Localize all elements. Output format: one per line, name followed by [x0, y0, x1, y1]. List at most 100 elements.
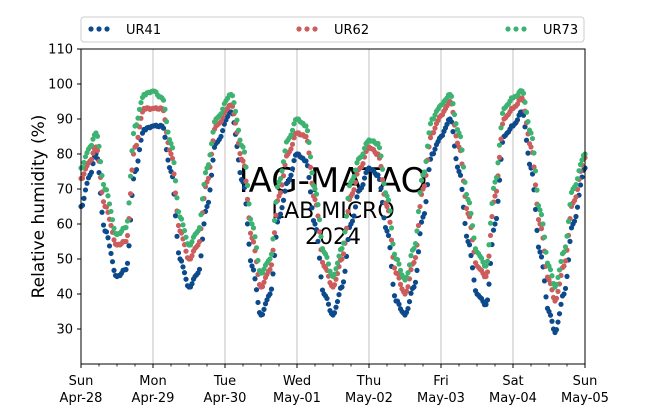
data-point [318, 233, 324, 240]
data-point [96, 143, 102, 149]
data-point [495, 160, 501, 166]
data-point [246, 241, 252, 247]
watermark-line-3: 2024 [305, 225, 361, 250]
data-point [255, 257, 261, 264]
data-point [244, 221, 251, 227]
data-point [376, 145, 383, 151]
data-point [288, 146, 294, 152]
x-tick-date-label: Apr-29 [132, 391, 175, 406]
data-point [123, 224, 129, 231]
data-point [535, 244, 542, 250]
data-point [556, 311, 563, 317]
y-axis: 30 40 50 60 70 80 90 100 110 [48, 43, 81, 338]
data-point [247, 258, 254, 264]
data-point [487, 232, 494, 239]
data-point [129, 148, 135, 154]
data-point [345, 236, 351, 243]
data-point [430, 151, 437, 157]
data-point [205, 199, 212, 205]
data-point [565, 218, 572, 224]
data-point [88, 156, 95, 162]
data-point [397, 281, 404, 287]
data-point [136, 106, 143, 112]
data-point [522, 99, 528, 105]
data-point [175, 209, 182, 215]
data-point [378, 153, 384, 159]
legend-marker [304, 26, 310, 32]
data-point [237, 137, 243, 143]
data-point [135, 158, 141, 164]
data-point [427, 135, 434, 141]
data-point [463, 205, 470, 212]
data-point [318, 274, 324, 280]
data-point [303, 158, 309, 164]
data-point [181, 270, 188, 276]
data-point [430, 130, 437, 136]
data-point [94, 133, 101, 139]
data-point [136, 147, 143, 153]
data-point [235, 127, 242, 133]
data-point [309, 170, 315, 176]
data-point [471, 235, 477, 241]
data-point [534, 187, 540, 193]
data-point [525, 119, 531, 125]
data-point [573, 194, 579, 200]
data-point [307, 154, 314, 160]
data-point [385, 232, 392, 239]
data-point [579, 157, 585, 163]
data-point [319, 287, 326, 293]
data-point [421, 169, 428, 175]
data-point [88, 169, 95, 175]
data-point [201, 181, 207, 188]
y-tick-label: 90 [56, 113, 73, 128]
data-point [457, 133, 464, 140]
data-point [555, 319, 561, 325]
data-point [168, 140, 174, 147]
data-point [126, 243, 132, 249]
data-point [537, 249, 543, 255]
data-point [412, 254, 419, 261]
data-point [165, 129, 171, 135]
data-point [391, 265, 398, 271]
data-point [160, 97, 167, 103]
y-tick-label: 30 [56, 323, 73, 338]
data-point [204, 203, 210, 210]
data-point [111, 267, 117, 273]
data-point [232, 108, 239, 114]
y-tick-label: 50 [56, 253, 73, 268]
data-point [450, 101, 456, 107]
data-point [342, 268, 348, 274]
data-point [229, 93, 236, 99]
data-point [316, 229, 323, 235]
data-point [268, 286, 275, 292]
data-point [469, 223, 476, 229]
data-point [535, 202, 542, 209]
data-point [133, 166, 140, 173]
data-point [340, 279, 347, 285]
data-point [171, 159, 177, 166]
data-point [247, 216, 254, 222]
x-tick-date-label: Apr-30 [204, 391, 247, 406]
data-point [333, 304, 339, 310]
data-point [94, 147, 101, 154]
data-point [553, 295, 560, 301]
legend-entry-UR62: UR62 [296, 23, 369, 38]
data-point [484, 297, 491, 303]
data-point [553, 281, 560, 287]
data-point [463, 233, 470, 239]
data-point [352, 167, 359, 173]
data-point [417, 189, 423, 196]
data-point [343, 213, 350, 219]
data-point [379, 166, 386, 172]
data-point [180, 222, 186, 228]
data-point [172, 178, 179, 184]
data-point [493, 215, 500, 222]
data-point [123, 238, 129, 245]
data-point [312, 196, 318, 203]
data-point [415, 222, 422, 229]
data-point [331, 282, 338, 288]
data-point [325, 261, 332, 267]
data-point [307, 189, 314, 195]
data-point [528, 144, 534, 150]
